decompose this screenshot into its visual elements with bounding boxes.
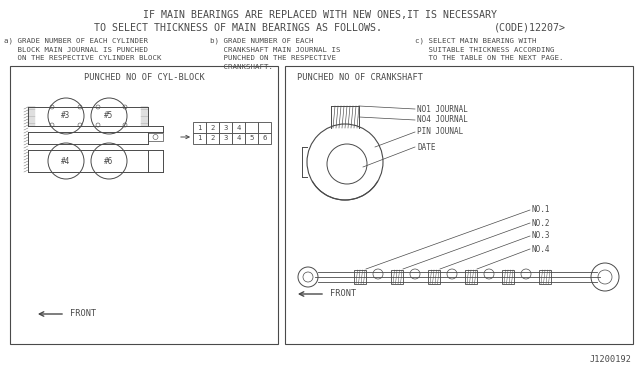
- Text: #6: #6: [104, 157, 114, 166]
- Text: NO.2: NO.2: [532, 218, 550, 228]
- Bar: [391, 270, 403, 284]
- Bar: [245, 133, 258, 144]
- Bar: [219, 122, 232, 133]
- Bar: [354, 270, 366, 284]
- Bar: [219, 133, 232, 144]
- Text: 3: 3: [223, 135, 228, 141]
- Bar: [285, 66, 633, 344]
- Text: 1: 1: [197, 135, 202, 141]
- Text: 4: 4: [236, 135, 241, 141]
- Bar: [148, 133, 163, 141]
- Text: NO4 JOURNAL: NO4 JOURNAL: [417, 115, 468, 125]
- Bar: [232, 122, 245, 133]
- Text: #5: #5: [104, 112, 114, 121]
- Text: FRONT: FRONT: [330, 289, 356, 298]
- Text: 2: 2: [211, 135, 214, 141]
- Text: NO.1: NO.1: [532, 205, 550, 215]
- Text: b) GRADE NUMBER OF EACH
   CRANKSHAFT MAIN JOURNAL IS
   PUNCHED ON THE RESPECTI: b) GRADE NUMBER OF EACH CRANKSHAFT MAIN …: [210, 38, 340, 70]
- Text: J1200192: J1200192: [590, 355, 632, 364]
- Bar: [258, 122, 271, 133]
- Text: NO.4: NO.4: [532, 244, 550, 253]
- Text: 4: 4: [236, 125, 241, 131]
- Text: #3: #3: [61, 112, 70, 121]
- Text: DATE: DATE: [417, 142, 435, 151]
- Text: #4: #4: [61, 157, 70, 166]
- Bar: [465, 270, 477, 284]
- Text: PIN JOUNAL: PIN JOUNAL: [417, 128, 463, 137]
- Text: 3: 3: [223, 125, 228, 131]
- Bar: [232, 133, 245, 144]
- Text: TO SELECT THICKNESS OF MAIN BEARINGS AS FOLLOWS.: TO SELECT THICKNESS OF MAIN BEARINGS AS …: [94, 23, 382, 33]
- Bar: [502, 270, 514, 284]
- Bar: [10, 66, 278, 344]
- Text: 1: 1: [197, 125, 202, 131]
- Text: 5: 5: [250, 135, 253, 141]
- Text: PUNCHED NO OF CRANKSHAFT: PUNCHED NO OF CRANKSHAFT: [297, 73, 423, 81]
- Text: a) GRADE NUMBER OF EACH CYLINDER
   BLOCK MAIN JOURNAL IS PUNCHED
   ON THE RESP: a) GRADE NUMBER OF EACH CYLINDER BLOCK M…: [4, 38, 161, 61]
- Text: NO.3: NO.3: [532, 231, 550, 241]
- Text: PUNCHED NO OF CYL-BLOCK: PUNCHED NO OF CYL-BLOCK: [84, 73, 204, 81]
- Text: FRONT: FRONT: [70, 310, 96, 318]
- Bar: [193, 122, 206, 133]
- Bar: [539, 270, 551, 284]
- Bar: [206, 122, 219, 133]
- Text: NO1 JOURNAL: NO1 JOURNAL: [417, 105, 468, 113]
- Bar: [245, 122, 258, 133]
- Bar: [193, 133, 206, 144]
- Text: 6: 6: [262, 135, 267, 141]
- Bar: [206, 133, 219, 144]
- Text: c) SELECT MAIN BEARING WITH
   SUITABLE THICKNESS ACCORDING
   TO THE TABLE ON T: c) SELECT MAIN BEARING WITH SUITABLE THI…: [415, 38, 563, 61]
- Text: IF MAIN BEARINGS ARE REPLACED WITH NEW ONES,IT IS NECESSARY: IF MAIN BEARINGS ARE REPLACED WITH NEW O…: [143, 10, 497, 20]
- Text: 2: 2: [211, 125, 214, 131]
- Text: (CODE)12207>: (CODE)12207>: [494, 23, 566, 33]
- Bar: [258, 133, 271, 144]
- Bar: [428, 270, 440, 284]
